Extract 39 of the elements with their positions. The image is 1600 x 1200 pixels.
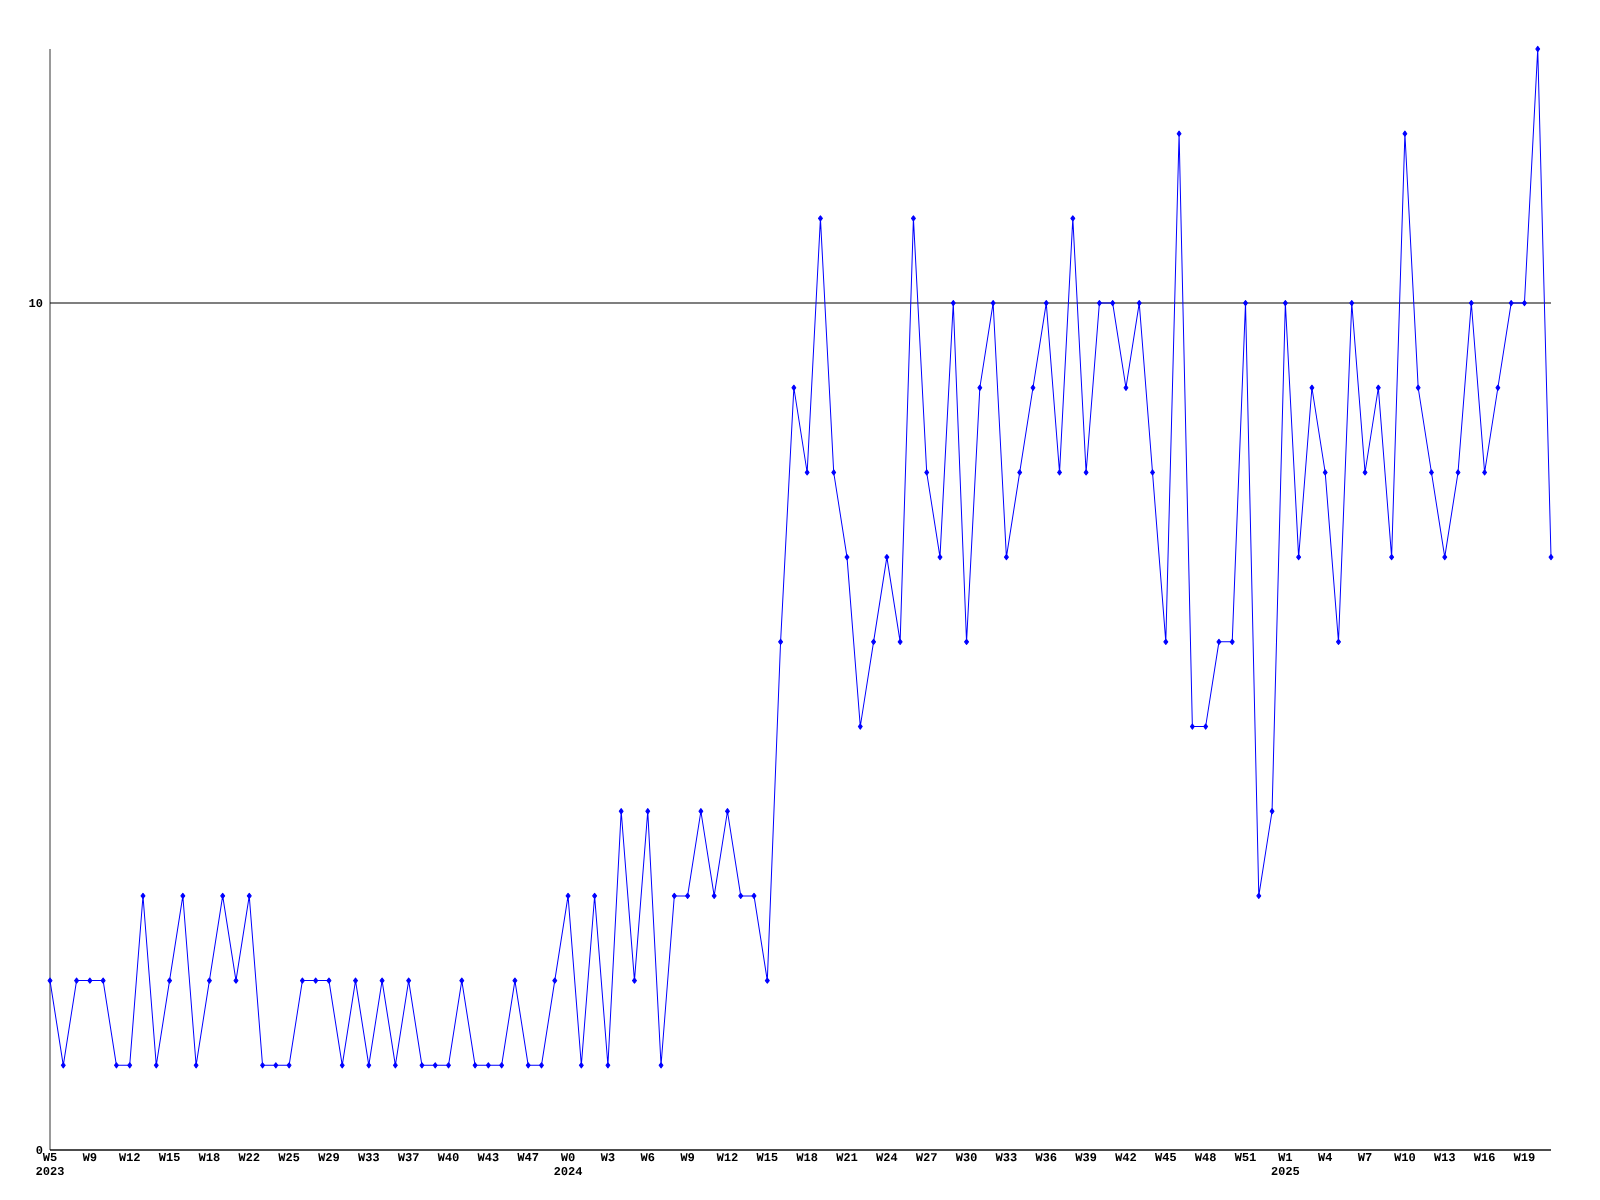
x-tick-label: W9 [82, 1153, 97, 1162]
x-tick-label: W36 [1035, 1153, 1057, 1162]
x-tick-label: W9 [680, 1153, 695, 1162]
x-tick-label: W30 [955, 1153, 977, 1162]
x-tick-label: W12 [716, 1153, 738, 1162]
x-tick-label: W18 [796, 1153, 818, 1162]
y-tick-label: 0 [36, 1145, 43, 1155]
x-tick-label: W48 [1194, 1153, 1216, 1162]
x-tick-label: W37 [397, 1153, 419, 1162]
x-tick-label: W22 [238, 1153, 260, 1162]
x-tick-label: W18 [198, 1153, 220, 1162]
x-tick-label: W7 [1357, 1153, 1372, 1161]
x-tick-label: W15 [158, 1153, 180, 1162]
x-tick-label: W42 [1115, 1153, 1137, 1162]
x-tick-label: W33 [358, 1153, 379, 1162]
x-tick-label: W21 [836, 1153, 858, 1162]
x-tick-label: W1 2025 [1271, 1153, 1300, 1176]
x-tick-label: W10 [1394, 1153, 1416, 1162]
x-tick-label: W27 [915, 1153, 937, 1162]
x-tick-label: W39 [1075, 1153, 1097, 1162]
x-tick-label: W3 [600, 1153, 615, 1162]
x-tick-label: W33 [995, 1153, 1017, 1162]
x-tick-label: W40 [437, 1153, 459, 1162]
x-tick-label: W16 [1473, 1153, 1495, 1162]
x-tick-label: W13 [1433, 1153, 1455, 1162]
x-tick-label: W47 [517, 1153, 539, 1161]
x-tick-label: W45 [1155, 1153, 1176, 1162]
y-tick-label: 10 [29, 299, 43, 308]
x-tick-label: W0 2024 [554, 1153, 583, 1176]
x-tick-label: W6 [640, 1153, 655, 1162]
x-tick-label: W19 [1513, 1153, 1535, 1162]
x-tick-label: W24 [876, 1153, 898, 1162]
x-tick-label: W15 [756, 1153, 778, 1162]
x-tick-label: W43 [477, 1153, 499, 1162]
x-tick-label: W51 [1234, 1153, 1256, 1162]
x-tick-label: W25 [278, 1153, 300, 1162]
x-tick-label: W29 [318, 1153, 340, 1162]
x-tick-label: W12 [118, 1153, 140, 1162]
x-tick-label: W4 [1318, 1153, 1333, 1161]
